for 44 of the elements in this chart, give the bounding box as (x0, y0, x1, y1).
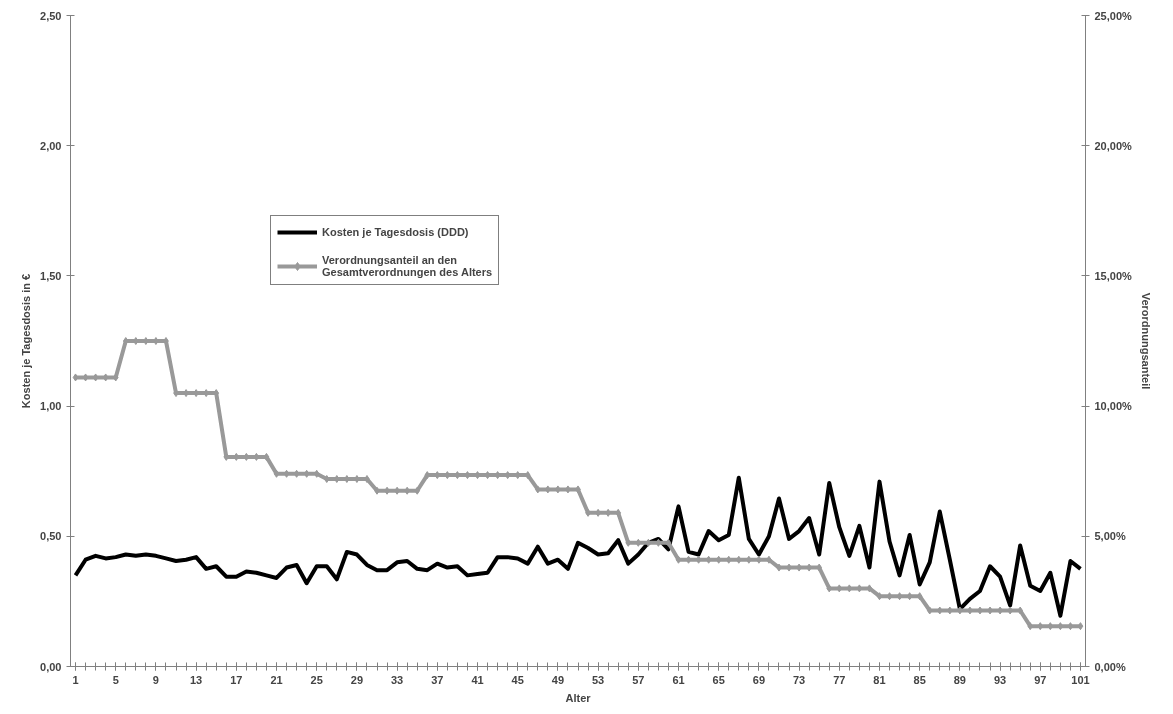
y2-tick-label: 25,00% (1094, 9, 1133, 22)
x-tick-label: 101 (1071, 673, 1090, 686)
x-tick-label: 61 (672, 673, 685, 686)
x-axis-title: Alter (565, 691, 592, 704)
x-tick-label: 45 (511, 673, 524, 686)
y-tick-label: 1,50 (40, 269, 62, 282)
y2-tick-label: 5,00% (1094, 530, 1126, 543)
y2-tick-label: 10,00% (1094, 400, 1133, 413)
x-tick-label: 93 (993, 673, 1007, 686)
x-tick-label: 37 (431, 673, 444, 686)
x-tick-label: 69 (752, 673, 766, 686)
legend-label: Kosten je Tagesdosis (DDD) (322, 226, 469, 238)
y-tick-label: 2,00 (40, 139, 62, 152)
y-tick-label: 0,50 (40, 530, 62, 543)
x-tick-label: 9 (152, 673, 159, 686)
x-tick-label: 13 (190, 673, 203, 686)
x-tick-label: 85 (913, 673, 926, 686)
x-tick-label: 5 (112, 673, 119, 686)
x-tick-label: 57 (632, 673, 645, 686)
x-tick-label: 89 (953, 673, 967, 686)
y-axis-title: Kosten je Tagesdosis in € (20, 273, 33, 409)
y2-tick-label: 15,00% (1094, 269, 1133, 282)
x-tick-label: 53 (591, 673, 605, 686)
x-tick-label: 97 (1034, 673, 1047, 686)
x-tick-label: 21 (270, 673, 283, 686)
x-tick-label: 73 (792, 673, 806, 686)
legend-label: Verordnungsanteil an den Gesamtverordnungen des Alters (322, 254, 493, 278)
x-tick-label: 17 (230, 673, 243, 686)
x-tick-label: 41 (471, 673, 484, 686)
x-tick-label: 81 (873, 673, 886, 686)
x-tick-label: 65 (712, 673, 725, 686)
y-tick-label: 1,00 (40, 400, 62, 413)
y2-axis-title: Verordnungsanteil (1139, 292, 1152, 390)
x-tick-label: 25 (310, 673, 323, 686)
x-tick-label: 77 (833, 673, 846, 686)
x-tick-label: 49 (551, 673, 565, 686)
y-tick-label: 0,00 (40, 660, 62, 673)
x-tick-label: 29 (350, 673, 364, 686)
y2-tick-label: 0,00% (1094, 660, 1126, 673)
x-tick-label: 33 (390, 673, 404, 686)
y2-tick-label: 20,00% (1094, 139, 1133, 152)
line-series (73, 475, 1083, 618)
y-tick-label: 2,50 (40, 9, 62, 22)
x-tick-label: 1 (72, 673, 79, 686)
